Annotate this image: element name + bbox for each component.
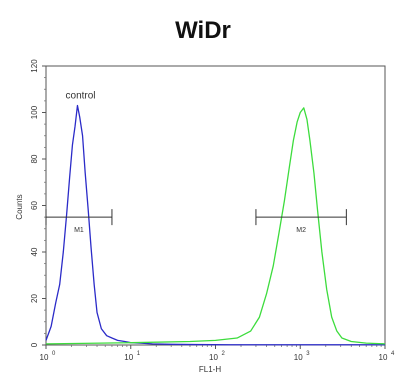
y-tick-label: 20	[30, 294, 39, 303]
x-tick-exponent: 0	[52, 351, 56, 357]
plot-frame	[45, 65, 386, 346]
series-group	[45, 104, 386, 346]
y-tick-label: 100	[30, 105, 39, 119]
annotation-group: control	[66, 91, 96, 102]
y-tick-label: 80	[30, 154, 39, 163]
chart-title: WiDr	[175, 17, 231, 44]
y-axis-label: Counts	[15, 194, 24, 219]
y-tick-label: 0	[30, 342, 39, 347]
x-tick-exponent: 3	[306, 351, 310, 357]
x-tick-label: 10	[209, 353, 218, 362]
x-tick-label: 10	[379, 353, 388, 362]
x-tick-label: 10	[40, 353, 49, 362]
x-tick-label: 10	[124, 353, 133, 362]
control-histogram-line	[45, 104, 385, 346]
x-tick-exponent: 2	[222, 351, 226, 357]
x-axis: 10 0 10 1 10 2 10 3 10 4	[40, 345, 395, 362]
x-axis-label: FL1-H	[199, 365, 221, 374]
gate-label: M2	[296, 227, 306, 234]
gates-group: M1 M2	[45, 209, 347, 234]
y-axis: 0 20 40 60 80 100 120	[30, 59, 46, 347]
y-tick-label: 120	[30, 59, 39, 73]
x-tick-exponent: 1	[137, 351, 141, 357]
y-tick-label: 60	[30, 201, 39, 210]
x-tick-label: 10	[294, 353, 303, 362]
control-annotation: control	[66, 91, 96, 102]
sample-histogram-line	[45, 107, 386, 345]
y-tick-label: 40	[30, 247, 39, 256]
x-tick-exponent: 4	[391, 351, 395, 357]
gate-label: M1	[74, 227, 84, 234]
